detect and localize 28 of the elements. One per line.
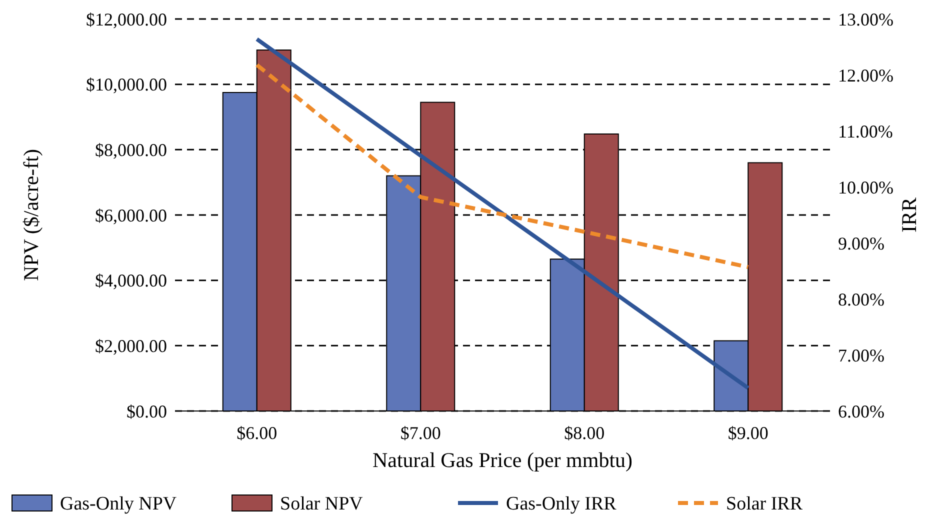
y2-tick-label: 6.00% <box>838 401 884 422</box>
line-series <box>254 62 750 270</box>
y-tick-label: $6,000.00 <box>95 205 167 226</box>
x-tick-label: $8.00 <box>564 423 605 443</box>
y-axis-title: NPV ($/acre-ft) <box>19 149 43 281</box>
y2-axis-title: IRR <box>897 197 921 233</box>
legend-label: Gas-Only NPV <box>60 494 177 515</box>
y2-tick-label: 12.00% <box>838 65 894 86</box>
y-tick-label: $2,000.00 <box>95 336 167 356</box>
y2-tick-label: 9.00% <box>838 233 884 254</box>
x-tick-label: $7.00 <box>400 423 441 443</box>
x-axis-title: Natural Gas Price (per mmbtu) <box>372 448 633 472</box>
y-tick-label: $8,000.00 <box>95 140 167 160</box>
y2-tick-label: 7.00% <box>838 345 884 366</box>
y-tick-label: $0.00 <box>126 401 167 422</box>
y2-tick-label: 13.00% <box>838 9 894 30</box>
line-series <box>254 37 750 390</box>
y2-tick-label: 10.00% <box>838 177 894 198</box>
y-tick-label: $12,000.00 <box>86 9 167 30</box>
y2-tick-label: 8.00% <box>838 289 884 310</box>
x-tick-label: $9.00 <box>728 423 768 443</box>
y-tick-label: $4,000.00 <box>95 270 167 291</box>
x-tick-label: $6.00 <box>236 423 278 443</box>
legend-label: Solar IRR <box>726 494 803 515</box>
legend-label: Gas-Only IRR <box>506 494 617 515</box>
legend-label: Solar NPV <box>280 494 364 515</box>
y-tick-label: $10,000.00 <box>86 74 167 95</box>
y2-tick-label: 11.00% <box>838 121 893 142</box>
